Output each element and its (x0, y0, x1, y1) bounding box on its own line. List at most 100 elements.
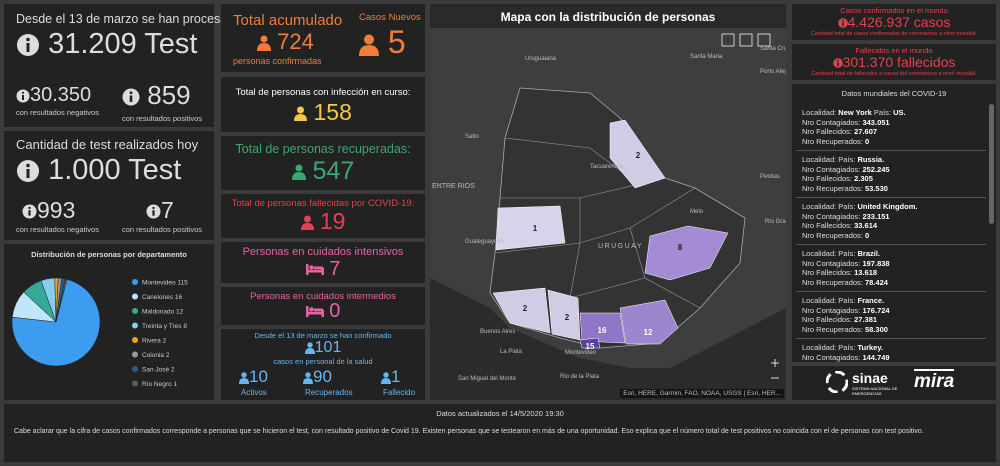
legend-label: Treinta y Tres 8 (142, 323, 187, 330)
field-value: 58.300 (864, 324, 888, 334)
person-icon (304, 342, 315, 354)
map: Uruguaiana Santa Maria Santa Cruz do Sul Po… (430, 28, 786, 400)
panel-title: Fallecidos en el mundo (855, 46, 933, 55)
legend-value: 115 (177, 280, 188, 287)
place-label: Rio Grande (765, 219, 786, 225)
head (305, 371, 311, 378)
deceased-panel: Total de personas fallecidas por COVID-1… (221, 194, 425, 238)
attribution: Esri, HERE, Garmin, FAO, NOAA, USGS | Es… (620, 389, 784, 398)
country: Brazil. (857, 249, 880, 258)
caption: Cantidad total de fallecidos a causa del… (811, 71, 977, 77)
scrollbar[interactable] (989, 104, 994, 224)
legend-swatch (132, 380, 138, 387)
world-deaths-panel: Fallecidos en el mundo 301.370 fallecido… (792, 44, 996, 80)
place-label: Tacuarembó (590, 164, 624, 170)
intermediate-panel: Personas en cuidados intermedios 0 (221, 287, 425, 325)
info-icon (16, 89, 30, 103)
department-rionegro (495, 205, 566, 251)
field-label: Nro Recuperados: (802, 230, 863, 240)
row-line: Nro Fallecidos: 2.305 (802, 174, 980, 184)
panel-title: Distribución de personas por departament… (31, 250, 187, 259)
logo-subtext: SISTEMA NACIONAL DE EMERGENCIAS (852, 386, 898, 396)
locality: New York (838, 108, 872, 117)
field-label: Nro Recuperados: (802, 183, 863, 193)
row-line: Nro Contagiados: 144.749 (802, 353, 980, 363)
info-icon (17, 160, 39, 183)
legend-value: 1 (173, 381, 177, 388)
value-text: 1.000 Test (48, 154, 182, 186)
legend-swatch (132, 322, 138, 329)
field-label: Nro Fallecidos: (802, 127, 853, 136)
home-button[interactable] (721, 33, 735, 47)
department-count: 8 (678, 243, 683, 252)
layers-button[interactable] (757, 33, 771, 47)
place-label: Gualeguaychú (465, 239, 504, 245)
field-label: Nro Recuperados: (802, 277, 863, 287)
legend-label: Colonia 2 (142, 352, 170, 359)
row-line: Nro Recuperados: 78.424 (802, 278, 980, 288)
place-label: Buenos Aires (480, 329, 515, 335)
recovered-panel: Total de personas recuperadas: 547 (221, 136, 425, 190)
row-line: Nro Fallecidos: 27.381 (802, 315, 980, 325)
department-canelones (579, 312, 626, 344)
row-heading: Localidad: País: Turkey. (802, 343, 980, 353)
field-value: 343.051 (862, 117, 890, 127)
caption: con resultados positivos (122, 225, 203, 234)
department-treintaytres (644, 225, 729, 281)
field-value: 197.838 (862, 258, 890, 268)
legend-name: Treinta y Tres (142, 323, 182, 330)
staff-label: Fallecido (383, 388, 416, 397)
panel-title: Personas en cuidados intensivos (242, 246, 404, 258)
legend-swatch (132, 337, 138, 343)
row-line: Nro Fallecidos: 27.607 (802, 127, 980, 137)
field-value: 53.530 (864, 183, 888, 193)
value-text: 993 (37, 197, 76, 223)
field-value: 0 (864, 230, 870, 240)
list-button[interactable] (739, 33, 753, 47)
place-label: Santa Cruz do Sul (760, 46, 786, 52)
value-text: 10 (249, 367, 268, 386)
field-label: Localidad: (802, 108, 837, 117)
logo-text: mira (914, 369, 955, 392)
staff-value: 10 (239, 367, 268, 387)
legend-name: Maldonado (142, 309, 175, 316)
field-label: País: (838, 296, 856, 305)
place-label: Melo (690, 209, 704, 215)
field-value: 233.151 (862, 211, 890, 221)
bed-icon (305, 264, 324, 276)
value-text: 0 (329, 300, 341, 322)
field-label: Localidad: (802, 249, 837, 258)
world-row: Localidad: País: Turkey. Nro Contagiados:… (796, 339, 986, 362)
field-value: 0 (864, 136, 870, 146)
big-value: 0 (221, 300, 425, 323)
value-text: 5 (387, 24, 406, 60)
sub-value: 993 (22, 197, 75, 224)
caption: con resultados positivos (122, 114, 203, 123)
legend-value: 2 (166, 352, 170, 359)
place-label: Montevideo (565, 350, 597, 356)
department-maldonado (619, 299, 679, 345)
field-label: Localidad: (802, 155, 837, 164)
row-line: Nro Fallecidos: 33.614 (802, 221, 980, 231)
info-icon (17, 34, 39, 57)
accumulated-panel: Total acumulado 724 personas confirmadas… (221, 4, 425, 72)
staff-value: 1 (381, 367, 400, 387)
info-icon (837, 18, 848, 29)
country: Russia. (857, 155, 885, 164)
water (430, 278, 786, 400)
big-value: 19 (221, 208, 425, 235)
field-value: 252.245 (862, 164, 890, 174)
field-label: País: (838, 155, 856, 164)
field-label: País: (838, 202, 856, 211)
world-list: Localidad: New York País: US. Nro Contagi… (796, 104, 986, 362)
legend-name: Montevideo (142, 280, 176, 287)
place-label: Santa Maria (690, 54, 723, 60)
place-label: San Miguel del Monte (458, 376, 517, 382)
field-label: Nro Contagiados: (802, 164, 861, 174)
world-row: Localidad: País: France. Nro Contagiados:… (796, 292, 986, 339)
footer-panel: Datos actualizados el 14/5/2020 19:30 Ca… (4, 404, 996, 462)
department-rivera (609, 119, 666, 189)
department-count: 2 (636, 151, 641, 160)
pie-slice (11, 279, 101, 367)
place-label: La Plata (500, 349, 523, 355)
